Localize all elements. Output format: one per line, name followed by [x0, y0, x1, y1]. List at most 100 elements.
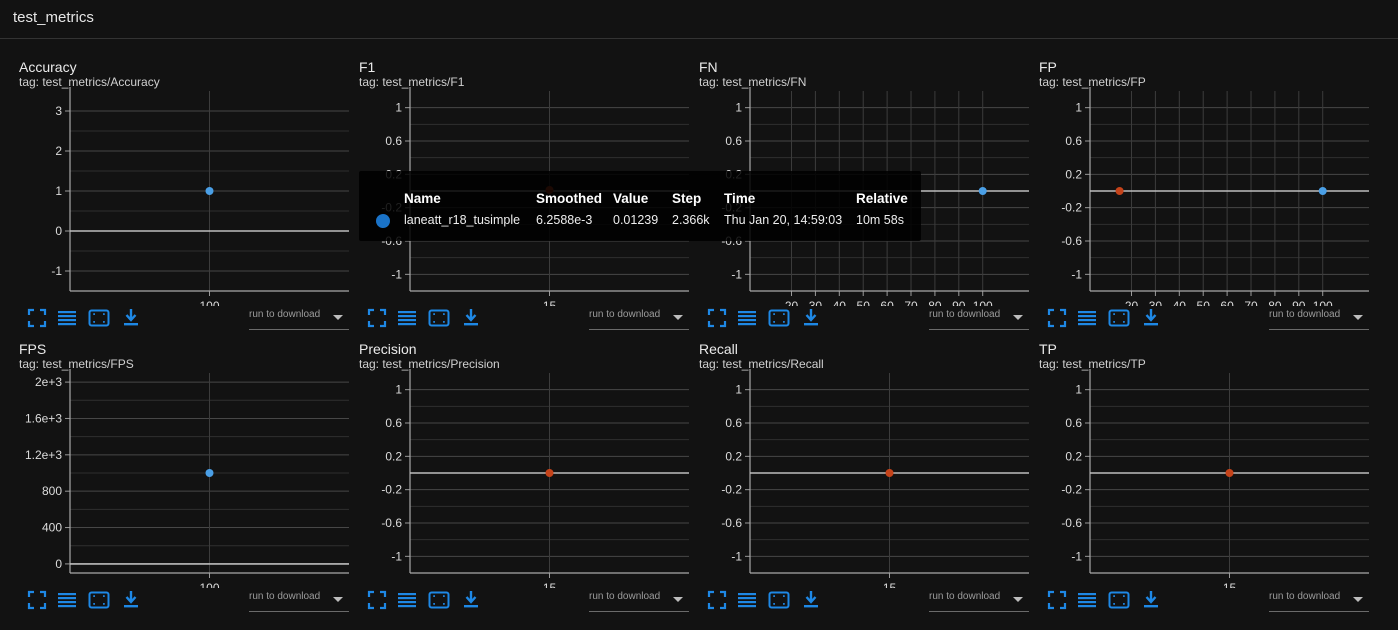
run-to-download-select[interactable]: run to download	[1269, 587, 1369, 612]
run-to-download-select[interactable]: run to download	[249, 587, 349, 612]
x-tick-label: 100	[973, 299, 993, 306]
x-tick-label: 90	[1292, 299, 1306, 306]
x-tick-label: 30	[1149, 299, 1163, 306]
data-point-orange-run[interactable]	[1225, 469, 1234, 477]
x-tick-label: 40	[833, 299, 847, 306]
scalar-chart[interactable]: 1 0.6 0.2 -0.2 -0.6 -1 15	[680, 363, 1030, 588]
download-icon[interactable]	[1140, 589, 1162, 611]
tooltip-value: 0.01239	[613, 213, 659, 227]
tooltip-header-time: Time	[724, 191, 756, 206]
caret-down-icon	[333, 597, 343, 602]
card-tag: tag: test_metrics/TP	[1039, 357, 1146, 371]
data-point-blue-run[interactable]	[1318, 187, 1327, 195]
card-toolbar: run to download	[1046, 587, 1369, 612]
fit-domain-icon[interactable]	[428, 589, 450, 611]
x-tick-label: 50	[1197, 299, 1211, 306]
download-icon[interactable]	[460, 307, 482, 329]
y-tick-label: 2e+3	[35, 375, 62, 389]
run-to-download-select[interactable]: run to download	[249, 305, 349, 330]
y-tick-label: -1	[391, 549, 402, 563]
scalar-chart[interactable]: 1 0.6 0.2 -0.2 -0.6 -1 15	[1020, 363, 1370, 588]
data-point-blue-run[interactable]	[978, 187, 987, 195]
toggle-log-scale-icon[interactable]	[1076, 589, 1098, 611]
download-select-label: run to download	[249, 309, 321, 320]
y-tick-label: 0.6	[385, 416, 402, 430]
fit-domain-icon[interactable]	[88, 307, 110, 329]
download-select-label: run to download	[249, 591, 321, 602]
toggle-log-scale-icon[interactable]	[396, 589, 418, 611]
x-tick-label: 80	[928, 299, 942, 306]
data-point-orange-run[interactable]	[545, 469, 554, 477]
scalar-chart[interactable]: 1 0.6 0.2 -0.2 -0.6 -1 15	[340, 363, 690, 588]
scalar-chart[interactable]: 3 2 1 0 -1 100	[0, 81, 350, 306]
download-select-label: run to download	[929, 591, 1001, 602]
fit-domain-icon[interactable]	[88, 589, 110, 611]
y-tick-label: 800	[42, 484, 62, 498]
data-point-blue-run[interactable]	[205, 187, 214, 195]
y-tick-label: -0.2	[1061, 201, 1082, 215]
toggle-log-scale-icon[interactable]	[56, 307, 78, 329]
toggle-log-scale-icon[interactable]	[736, 307, 758, 329]
run-to-download-select[interactable]: run to download	[929, 305, 1029, 330]
card-title: Precision	[359, 341, 417, 357]
x-tick-label: 15	[543, 581, 557, 588]
data-point-orange-run[interactable]	[1115, 187, 1124, 195]
fullscreen-icon[interactable]	[706, 307, 728, 329]
tooltip-header-smoothed: Smoothed	[536, 191, 602, 206]
card-tag: tag: test_metrics/F1	[359, 75, 465, 89]
data-point-orange-run[interactable]	[885, 469, 894, 477]
scalar-card-recall: Recall tag: test_metrics/Recall 1 0.6 0.2 -0.…	[680, 341, 1029, 623]
run-to-download-select[interactable]: run to download	[1269, 305, 1369, 330]
y-tick-label: 1.2e+3	[25, 448, 62, 462]
caret-down-icon	[333, 315, 343, 320]
fullscreen-icon[interactable]	[26, 307, 48, 329]
tooltip-header-value: Value	[613, 191, 649, 206]
toggle-log-scale-icon[interactable]	[56, 589, 78, 611]
x-tick-label: 100	[199, 581, 219, 588]
download-icon[interactable]	[120, 589, 142, 611]
y-tick-label: -1	[1071, 549, 1082, 563]
card-toolbar: run to download	[706, 305, 1029, 330]
y-tick-label: 0.2	[385, 449, 402, 463]
fit-domain-icon[interactable]	[768, 307, 790, 329]
caret-down-icon	[1353, 315, 1363, 320]
toggle-log-scale-icon[interactable]	[736, 589, 758, 611]
y-tick-label: -1	[731, 267, 742, 281]
fullscreen-icon[interactable]	[1046, 589, 1068, 611]
y-tick-label: -0.2	[381, 483, 402, 497]
run-to-download-select[interactable]: run to download	[589, 305, 689, 330]
y-tick-label: 1.6e+3	[25, 411, 62, 425]
fit-domain-icon[interactable]	[1108, 307, 1130, 329]
download-icon[interactable]	[1140, 307, 1162, 329]
x-tick-label: 60	[1220, 299, 1234, 306]
fit-domain-icon[interactable]	[1108, 589, 1130, 611]
fullscreen-icon[interactable]	[366, 307, 388, 329]
section-header[interactable]: test_metrics	[0, 0, 1398, 39]
run-to-download-select[interactable]: run to download	[929, 587, 1029, 612]
fit-domain-icon[interactable]	[428, 307, 450, 329]
fit-domain-icon[interactable]	[768, 589, 790, 611]
download-icon[interactable]	[800, 589, 822, 611]
toggle-log-scale-icon[interactable]	[396, 307, 418, 329]
fullscreen-icon[interactable]	[366, 589, 388, 611]
download-icon[interactable]	[120, 307, 142, 329]
download-select-label: run to download	[589, 591, 661, 602]
toggle-log-scale-icon[interactable]	[1076, 307, 1098, 329]
scalar-chart[interactable]: 1 0.6 0.2 -0.2 -0.6 -1 20 30 40 50 60 70 80 90 100	[1020, 81, 1370, 306]
run-to-download-select[interactable]: run to download	[589, 587, 689, 612]
fullscreen-icon[interactable]	[706, 589, 728, 611]
fullscreen-icon[interactable]	[1046, 307, 1068, 329]
x-tick-label: 40	[1173, 299, 1187, 306]
data-point-blue-run[interactable]	[205, 469, 214, 477]
scalar-chart[interactable]: 2e+3 1.6e+3 1.2e+3 800 400 0 100	[0, 363, 350, 588]
caret-down-icon	[673, 315, 683, 320]
download-icon[interactable]	[460, 589, 482, 611]
x-tick-label: 70	[1244, 299, 1258, 306]
card-tag: tag: test_metrics/Recall	[699, 357, 824, 371]
fullscreen-icon[interactable]	[26, 589, 48, 611]
card-tag: tag: test_metrics/FN	[699, 75, 807, 89]
y-tick-label: -0.2	[1061, 483, 1082, 497]
y-tick-label: 0	[55, 224, 62, 238]
x-tick-label: 50	[857, 299, 871, 306]
download-icon[interactable]	[800, 307, 822, 329]
